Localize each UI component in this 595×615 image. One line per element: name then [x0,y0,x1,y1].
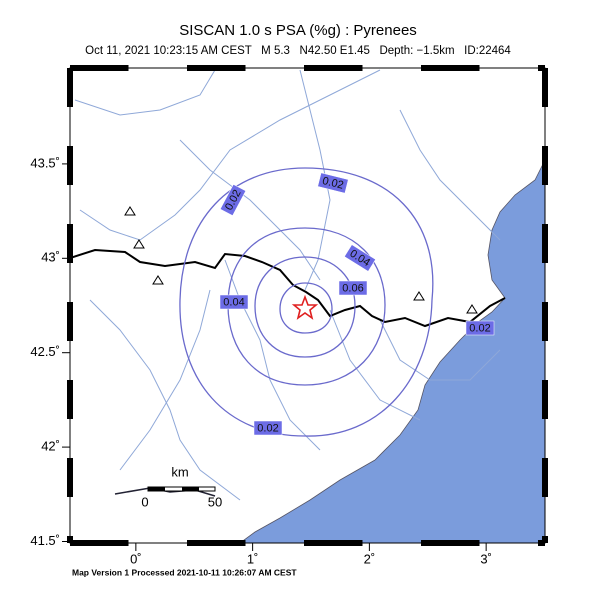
contour-label-text: 0.06 [342,282,363,294]
stations [124,206,478,314]
x-tick-label: 3˚ [480,551,492,566]
y-tick-label: 43˚ [41,250,60,265]
frame-segment [67,458,73,497]
frame-segment [187,540,246,546]
frame-segment [304,540,363,546]
country-border [70,248,506,328]
frame-segment [421,540,480,546]
x-tick-label: 1˚ [247,551,259,566]
x-tick-label: 2˚ [364,551,376,566]
frame-segment [538,540,545,546]
title: SISCAN 1.0 s PSA (%g) : Pyrenees [179,22,417,39]
frame-segment [70,540,129,546]
scale-bar: km 0 50 [141,464,222,509]
y-tick-label: 43.5˚ [30,155,60,170]
frame-segment [542,302,548,341]
frame: 0˚ 1˚ 2˚ 3˚ 41.5˚ 42˚ 42.5˚ 43˚ 43.5˚ [30,65,548,566]
contour-label-box [219,294,249,310]
contour-label-box [219,184,247,216]
scale-end: 50 [208,494,222,509]
contour-label-box [465,320,495,336]
frame-segment [67,68,73,107]
frame-segment [304,65,363,71]
contour-label: 0.02 [465,320,495,336]
frame-segment [67,146,73,185]
frame-segment [421,65,480,71]
contour-label-box [338,280,368,296]
frame-segment [70,65,129,71]
contour-label: 0.04 [219,294,249,310]
rivers [74,69,501,501]
frame-segment [67,536,73,543]
frame-segment [187,65,246,71]
map-area [70,68,545,543]
contours [179,167,434,437]
contour-label: 0.06 [338,280,368,296]
contour-label: 0.02 [253,420,283,436]
subtitle: Oct 11, 2021 10:23:15 AM CEST M 5.3 N42.… [85,45,511,57]
frame-segment [67,302,73,341]
y-tick-label: 42˚ [41,439,60,454]
y-tick-label: 42.5˚ [30,344,60,359]
contour-label-text: 0.02 [257,422,278,434]
frame-segment [67,224,73,263]
contour-label-box [253,420,283,436]
frame-segment [538,65,545,71]
footer: Map Version 1 Processed 2021-10-11 10:26… [72,567,297,577]
contour-label-box [344,244,376,272]
scale-unit: km [171,464,188,479]
y-tick-label: 41.5˚ [30,533,60,548]
frame-segment [542,458,548,497]
contour-label-box [317,172,349,194]
contour-label-text: 0.04 [223,296,244,308]
contour-label: 0.02 [317,172,349,194]
sea [239,159,545,543]
epicenter [291,294,319,320]
frame-segment [542,68,548,107]
island [114,487,216,497]
scale-start: 0 [141,494,148,509]
frame-segment [542,536,548,543]
frame-segment [67,380,73,419]
frame-segment [542,380,548,419]
contour-label-text: 0.02 [321,175,345,192]
frame-segment [542,224,548,263]
x-tick-label: 0˚ [130,551,142,566]
contour-label-text: 0.02 [469,322,490,334]
frame-segment [542,146,548,185]
